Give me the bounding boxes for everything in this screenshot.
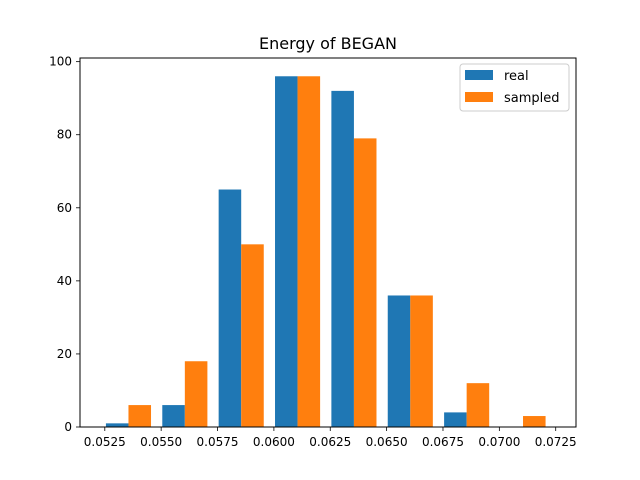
bar-sampled-3 — [297, 76, 321, 428]
bar-sampled-1 — [184, 361, 208, 427]
legend: real sampled — [459, 63, 570, 112]
legend-label-real: real — [504, 69, 529, 84]
x-tick-label: 0.0700 — [478, 435, 520, 449]
bar-real-5 — [387, 295, 411, 427]
y-tick-label: 0 — [64, 420, 72, 434]
x-tick-label: 0.0650 — [366, 435, 408, 449]
bar-sampled-7 — [523, 416, 546, 427]
y-tick-label: 60 — [57, 201, 72, 215]
bar-sampled-6 — [466, 383, 490, 427]
x-tick-label: 0.0725 — [535, 435, 577, 449]
x-tick-label: 0.0550 — [140, 435, 182, 449]
legend-label-sampled: sampled — [504, 91, 560, 106]
bar-real-1 — [162, 405, 185, 427]
x-tick-label: 0.0575 — [197, 435, 239, 449]
x-tick-label: 0.0600 — [253, 435, 295, 449]
legend-swatch-real — [465, 70, 493, 80]
bar-real-4 — [331, 90, 354, 427]
x-axis: 0.0525 0.0550 0.0575 0.0600 0.0625 0.0650 0.06… — [84, 427, 577, 449]
plot-frame — [79, 57, 577, 428]
bars-layer — [105, 76, 546, 428]
bar-sampled-4 — [353, 138, 377, 427]
x-tick-label: 0.0675 — [422, 435, 464, 449]
x-tick-label: 0.0525 — [84, 435, 126, 449]
y-tick-label: 40 — [57, 274, 72, 288]
y-tick-label: 80 — [57, 128, 72, 142]
bar-sampled-0 — [128, 405, 152, 427]
bar-sampled-5 — [410, 295, 433, 427]
y-tick-label: 100 — [49, 55, 72, 69]
legend-swatch-sampled — [465, 92, 493, 102]
bar-real-0 — [105, 423, 129, 427]
chart-title: Energy of BEGAN — [259, 34, 397, 53]
y-tick-label: 20 — [57, 347, 72, 361]
bar-real-2 — [218, 189, 242, 427]
x-tick-label: 0.0625 — [309, 435, 351, 449]
y-axis: 0 20 40 60 80 100 — [49, 55, 80, 434]
bar-real-3 — [275, 76, 298, 428]
bar-sampled-2 — [241, 244, 264, 427]
bar-real-6 — [444, 412, 467, 427]
